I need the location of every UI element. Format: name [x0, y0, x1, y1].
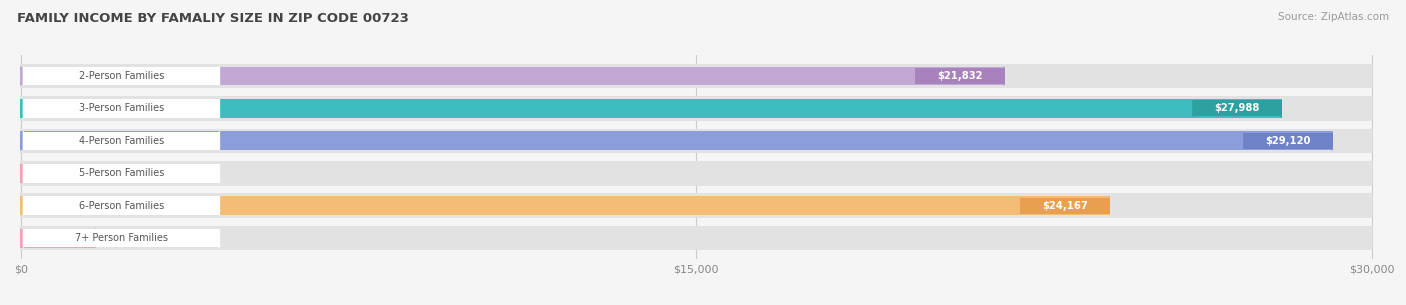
- FancyBboxPatch shape: [917, 68, 1004, 84]
- FancyBboxPatch shape: [21, 226, 1372, 250]
- FancyBboxPatch shape: [24, 132, 219, 150]
- FancyBboxPatch shape: [21, 193, 1372, 218]
- Text: 5-Person Families: 5-Person Families: [79, 168, 165, 178]
- FancyBboxPatch shape: [21, 66, 1004, 85]
- FancyBboxPatch shape: [21, 96, 1372, 121]
- FancyBboxPatch shape: [24, 67, 219, 85]
- FancyBboxPatch shape: [1194, 100, 1281, 117]
- FancyBboxPatch shape: [24, 164, 219, 182]
- Text: 7+ Person Families: 7+ Person Families: [75, 233, 167, 243]
- FancyBboxPatch shape: [24, 99, 219, 118]
- Text: $0: $0: [108, 168, 122, 178]
- FancyBboxPatch shape: [21, 131, 1331, 150]
- FancyBboxPatch shape: [1244, 133, 1331, 149]
- Text: $24,167: $24,167: [1042, 201, 1088, 211]
- Text: Source: ZipAtlas.com: Source: ZipAtlas.com: [1278, 12, 1389, 22]
- Text: $27,988: $27,988: [1215, 103, 1260, 113]
- FancyBboxPatch shape: [21, 196, 1109, 215]
- FancyBboxPatch shape: [21, 229, 96, 248]
- FancyBboxPatch shape: [24, 229, 219, 247]
- Text: 2-Person Families: 2-Person Families: [79, 71, 165, 81]
- Text: FAMILY INCOME BY FAMALIY SIZE IN ZIP CODE 00723: FAMILY INCOME BY FAMALIY SIZE IN ZIP COD…: [17, 12, 409, 25]
- Text: $0: $0: [108, 233, 122, 243]
- Text: 4-Person Families: 4-Person Families: [79, 136, 165, 146]
- Text: 6-Person Families: 6-Person Families: [79, 201, 165, 211]
- FancyBboxPatch shape: [21, 164, 96, 183]
- Text: $21,832: $21,832: [938, 71, 983, 81]
- FancyBboxPatch shape: [24, 196, 219, 215]
- FancyBboxPatch shape: [21, 99, 1281, 118]
- FancyBboxPatch shape: [21, 161, 1372, 186]
- FancyBboxPatch shape: [21, 128, 1372, 153]
- FancyBboxPatch shape: [1021, 198, 1109, 214]
- Text: 3-Person Families: 3-Person Families: [79, 103, 165, 113]
- Text: $29,120: $29,120: [1265, 136, 1310, 146]
- FancyBboxPatch shape: [21, 64, 1372, 88]
